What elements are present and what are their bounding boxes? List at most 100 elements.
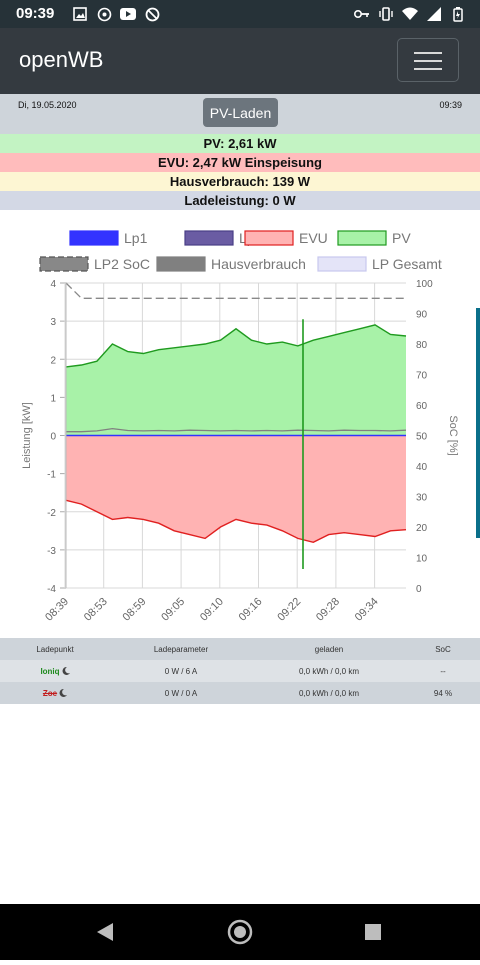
hausverbrauch-series-line xyxy=(66,427,407,433)
y2-tick-label: 80 xyxy=(416,340,428,351)
date-label: Di, 19.05.2020 xyxy=(18,100,77,110)
scroll-indicator xyxy=(476,308,480,538)
x-tick-label: 08:53 xyxy=(82,596,110,624)
y2-tick-label: 40 xyxy=(416,462,428,473)
y-tick-label: 3 xyxy=(50,317,56,328)
y2-tick-label: 90 xyxy=(416,310,428,321)
status-bar: 09:39 xyxy=(0,0,480,28)
brand-title[interactable]: openWB xyxy=(19,47,104,72)
y-tick-label: 2 xyxy=(50,355,56,366)
soc-legend-swatch xyxy=(39,256,89,272)
ladeparameter-cell: 0 W / 6 A xyxy=(164,666,198,676)
ladepunkt-name-cell[interactable]: Zoe xyxy=(0,682,110,704)
lp1-legend-swatch xyxy=(69,230,119,246)
ladepunkt-table: Ladepunkt Ladeparameter geladen SoC Ioni… xyxy=(0,638,480,704)
time-label: 09:39 xyxy=(439,100,462,110)
x-tick-label: 08:39 xyxy=(43,596,71,624)
pv-summary: PV: 2,61 kW xyxy=(0,134,480,153)
pv-series-area xyxy=(66,324,406,436)
signal-icon xyxy=(426,6,442,22)
ladepunkt-name: Zoe xyxy=(42,688,58,698)
table-header-row: Ladepunkt Ladeparameter geladen SoC xyxy=(0,638,480,660)
soc-cell: -- xyxy=(440,666,446,676)
back-icon[interactable] xyxy=(97,923,113,941)
status-time: 09:39 xyxy=(16,5,55,22)
legend-label: EVU xyxy=(299,230,328,246)
android-navigation-bar xyxy=(0,904,480,960)
evu-legend-swatch xyxy=(244,230,294,246)
menu-toggle-button[interactable] xyxy=(397,38,459,82)
y2-axis-label: SoC [%] xyxy=(447,415,459,455)
whatsapp-icon xyxy=(96,6,112,22)
hausverbrauch-summary: Hausverbrauch: 139 W xyxy=(0,172,480,191)
hamburger-icon-line xyxy=(414,60,442,62)
moon-icon xyxy=(59,689,68,697)
x-tick-label: 09:34 xyxy=(353,596,381,624)
haus-legend-swatch xyxy=(156,256,206,272)
evu-summary: EVU: 2,47 kW Einspeisung xyxy=(0,153,480,172)
wifi-icon xyxy=(402,6,418,22)
moon-icon xyxy=(62,667,70,675)
recents-icon[interactable] xyxy=(365,924,381,940)
x-tick-label: 08:59 xyxy=(121,596,149,624)
ladepunkt-name-cell[interactable]: Ioniq xyxy=(0,660,110,682)
key-icon xyxy=(354,6,370,22)
table-row[interactable]: Zoe 0 W / 0 A 0,0 kWh / 0,0 km 94 % xyxy=(0,682,480,704)
y-tick-label: -4 xyxy=(47,584,56,595)
x-tick-label: 09:16 xyxy=(237,596,265,624)
lpgesamt-legend-swatch xyxy=(317,256,367,272)
lp2-soc-series-line xyxy=(65,282,406,299)
table-header-ladeparameter: Ladeparameter xyxy=(153,644,209,654)
pv-series-line xyxy=(65,324,407,368)
geladen-cell: 0,0 kWh / 0,0 km xyxy=(298,688,360,698)
y2-tick-label: 100 xyxy=(416,279,433,290)
y2-tick-label: 50 xyxy=(416,432,428,443)
y-tick-label: -1 xyxy=(47,470,56,481)
y-tick-label: 4 xyxy=(50,279,56,290)
pv-legend-swatch xyxy=(337,230,387,246)
youtube-icon xyxy=(120,6,136,22)
y2-tick-label: 10 xyxy=(416,554,428,565)
image-icon xyxy=(72,6,88,22)
y2-tick-label: 0 xyxy=(416,584,422,595)
hamburger-icon xyxy=(414,52,442,54)
table-row[interactable]: Ioniq 0 W / 6 A 0,0 kWh / 0,0 km -- xyxy=(0,660,480,682)
y2-tick-label: 60 xyxy=(416,401,428,412)
y-axis-label: Leistung [kW] xyxy=(21,402,33,469)
table-header-ladepunkt: Ladepunkt xyxy=(36,644,74,654)
lp2-legend-swatch xyxy=(184,230,234,246)
home-icon-dot xyxy=(234,926,246,938)
soc-cell: 94 % xyxy=(433,688,453,698)
legend-label: LP2 SoC xyxy=(94,256,150,272)
x-tick-label: 09:10 xyxy=(198,596,226,624)
hamburger-icon-line xyxy=(414,68,442,70)
evu-series-area xyxy=(66,435,406,543)
table-header-soc: SoC xyxy=(435,644,451,654)
y2-tick-label: 20 xyxy=(416,523,428,534)
x-tick-label: 09:05 xyxy=(159,596,187,624)
legend-label: Hausverbrauch xyxy=(211,256,306,272)
geladen-cell: 0,0 kWh / 0,0 km xyxy=(298,666,360,676)
navbar: openWB xyxy=(0,28,480,94)
ladeparameter-cell: 0 W / 0 A xyxy=(164,688,198,698)
legend-label: LP Gesamt xyxy=(372,256,442,272)
vibrate-icon xyxy=(378,6,394,22)
y-tick-label: 0 xyxy=(50,432,56,443)
pv-laden-button[interactable]: PV-Laden xyxy=(203,98,278,127)
ladeleistung-summary: Ladeleistung: 0 W xyxy=(0,191,480,210)
x-tick-label: 09:22 xyxy=(275,596,303,624)
ladepunkt-name: Ioniq xyxy=(40,666,60,676)
info-bar: Di, 19.05.2020 PV-Laden 09:39 xyxy=(0,94,480,134)
home-icon[interactable] xyxy=(227,919,253,945)
legend-label: Lp1 xyxy=(124,230,148,246)
table-header-geladen: geladen xyxy=(314,644,344,654)
y2-tick-label: 70 xyxy=(416,371,428,382)
legend-label: PV xyxy=(392,230,411,246)
y-tick-label: 1 xyxy=(50,393,56,404)
y-tick-label: -3 xyxy=(47,546,56,557)
y2-tick-label: 30 xyxy=(416,493,428,504)
battery-icon xyxy=(450,6,466,22)
y-tick-label: -2 xyxy=(47,508,56,519)
